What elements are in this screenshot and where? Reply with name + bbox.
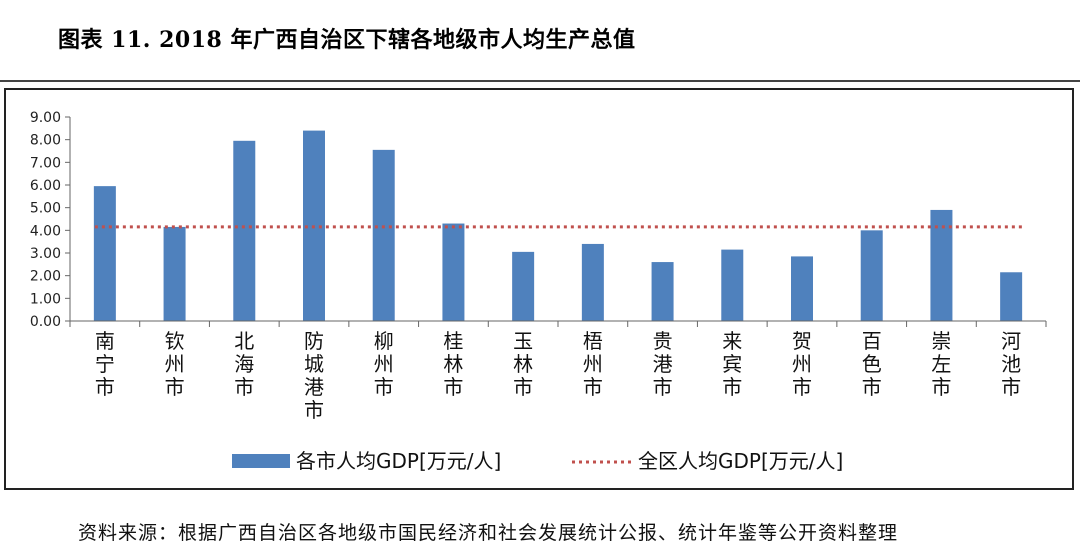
category-label: 百色市 — [862, 329, 882, 399]
bar — [651, 262, 674, 321]
category-label: 贺州市 — [792, 329, 812, 399]
y-axis-group: 0.00 1.00 2.00 3.00 4.00 5.00 6.00 7.00 8.00 9.00 — [30, 110, 71, 330]
category-label: 来宾市 — [722, 329, 742, 399]
bar — [791, 256, 813, 321]
bar — [442, 223, 465, 321]
bar — [372, 149, 395, 321]
bar — [163, 226, 186, 321]
y-tick-label: 6.00 — [30, 178, 61, 194]
category-label: 桂林市 — [443, 329, 463, 399]
y-tick-label: 2.00 — [30, 269, 61, 285]
category-label: 南宁市 — [95, 329, 115, 399]
category-label: 河池市 — [1001, 329, 1021, 399]
chart-frame: 0.00 1.00 2.00 3.00 4.00 5.00 6.00 7.00 8.00 9.00… — [4, 88, 1074, 490]
category-label: 柳州市 — [374, 329, 394, 399]
legend: 各市人均GDP[万元/人] 全区人均GDP[万元/人] — [232, 449, 843, 473]
bar — [721, 249, 744, 321]
bar — [233, 140, 256, 321]
source-note: 资料来源：根据广西自治区各地级市国民经济和社会发展统计公报、统计年鉴等公开资料整… — [78, 522, 899, 544]
category-label: 玉林市 — [513, 329, 533, 399]
y-tick-label: 3.00 — [30, 246, 61, 262]
category-label: 贵港市 — [653, 329, 673, 399]
bar — [930, 209, 953, 321]
bar — [1000, 272, 1023, 321]
category-label: 梧州市 — [583, 329, 603, 399]
category-label: 北海市 — [234, 329, 254, 399]
y-tick-label: 4.00 — [30, 223, 61, 239]
y-tick-label: 8.00 — [30, 133, 61, 149]
y-tick-label: 0.00 — [30, 314, 61, 330]
legend-bar-label: 各市人均GDP[万元/人] — [296, 449, 501, 473]
y-tick-label: 5.00 — [30, 201, 61, 217]
legend-line-label: 全区人均GDP[万元/人] — [638, 449, 843, 473]
bar — [860, 230, 883, 321]
bar — [93, 186, 116, 321]
category-label: 钦州市 — [165, 329, 185, 399]
category-label: 防城港市 — [304, 329, 324, 422]
legend-bar-swatch — [232, 454, 290, 468]
bar — [512, 251, 535, 321]
figure-title: 图表 11. 2018 年广西自治区下辖各地级市人均生产总值 — [58, 27, 636, 53]
y-tick-label: 7.00 — [30, 155, 61, 171]
x-axis-group: 南宁市 钦州市 北海市 防城港市 柳州市 桂林市 玉林市 梧州市 贵港市 来宾市 贺州市 百色市 崇左市… — [69, 320, 1047, 422]
y-tick-label: 9.00 — [30, 110, 61, 126]
category-label: 崇左市 — [931, 329, 951, 399]
title-rule — [0, 80, 1080, 82]
y-tick-label: 1.00 — [30, 291, 61, 307]
chart-svg: 0.00 1.00 2.00 3.00 4.00 5.00 6.00 7.00 8.00 9.00… — [30, 110, 1047, 473]
bars-group — [93, 130, 1023, 321]
bar — [581, 243, 604, 321]
